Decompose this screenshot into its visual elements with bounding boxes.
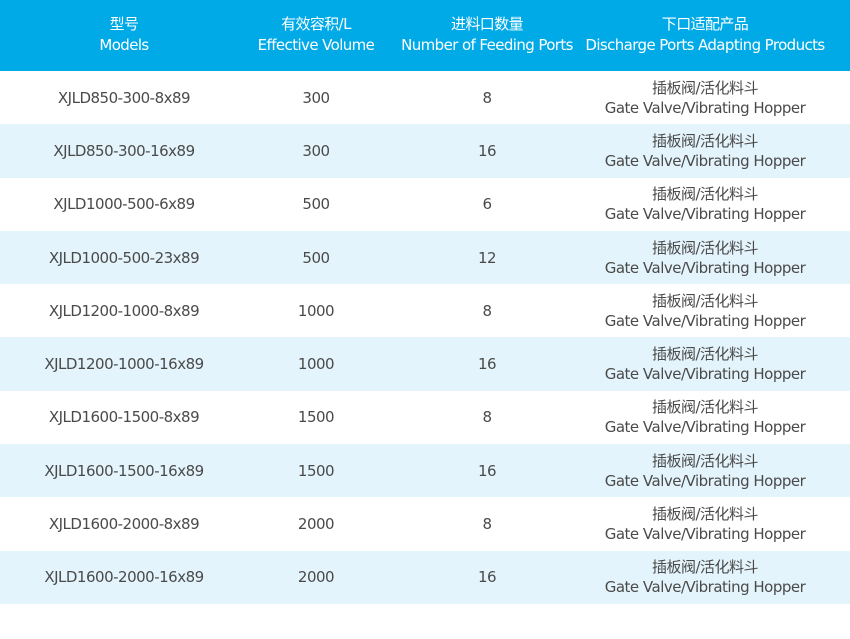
table-row: XJLD1600-2000-16x89 2000 16 插板阀/活化料斗 Gat… (0, 550, 850, 604)
header-zh: 有效容积/L (281, 15, 351, 33)
table-row: XJLD1600-1500-16x89 1500 16 插板阀/活化料斗 Gat… (0, 444, 850, 498)
ports-cell: 16 (477, 461, 497, 480)
ports-cell: 8 (482, 515, 492, 534)
model-cell: XJLD1600-2000-16x89 (44, 568, 204, 587)
product-en: Gate Valve/Vibrating Hopper (604, 525, 806, 544)
volume-cell: 500 (302, 248, 330, 267)
header-zh: 下口适配产品 (661, 15, 749, 33)
product-cell: 插板阀/活化料斗 Gate Valve/Vibrating Hopper (605, 397, 806, 437)
volume-cell: 2000 (297, 515, 335, 534)
header-discharge-products: 下口适配产品 Discharge Ports Adapting Products (585, 14, 825, 56)
product-zh: 插板阀/活化料斗 (651, 451, 759, 470)
header-feeding-ports: 进料口数量 Number of Feeding Ports (401, 14, 573, 56)
product-zh: 插板阀/活化料斗 (651, 185, 759, 204)
product-zh: 插板阀/活化料斗 (651, 131, 759, 150)
header-models: 型号 Models (99, 14, 149, 56)
product-zh: 插板阀/活化料斗 (651, 291, 759, 310)
ports-cell: 16 (477, 568, 497, 587)
volume-cell: 300 (302, 141, 330, 160)
header-en: Number of Feeding Ports (401, 36, 573, 54)
table-row: XJLD850-300-8x89 300 8 插板阀/活化料斗 Gate Val… (0, 71, 850, 124)
model-cell: XJLD1000-500-23x89 (48, 248, 200, 267)
product-cell: 插板阀/活化料斗 Gate Valve/Vibrating Hopper (605, 557, 806, 597)
table-row: XJLD1600-1500-8x89 1500 8 插板阀/活化料斗 Gate … (0, 391, 850, 444)
table-row: XJLD1000-500-23x89 500 12 插板阀/活化料斗 Gate … (0, 230, 850, 285)
product-zh: 插板阀/活化料斗 (651, 558, 759, 577)
table-body: XJLD850-300-8x89 300 8 插板阀/活化料斗 Gate Val… (0, 71, 850, 604)
ports-cell: 12 (477, 248, 497, 267)
product-cell: 插板阀/活化料斗 Gate Valve/Vibrating Hopper (605, 131, 806, 171)
ports-cell: 8 (482, 301, 492, 320)
product-en: Gate Valve/Vibrating Hopper (604, 151, 806, 170)
header-volume: 有效容积/L Effective Volume (258, 14, 375, 56)
product-en: Gate Valve/Vibrating Hopper (604, 365, 806, 384)
product-en: Gate Valve/Vibrating Hopper (604, 311, 806, 330)
product-en: Gate Valve/Vibrating Hopper (604, 205, 806, 224)
table-row: XJLD1600-2000-8x89 2000 8 插板阀/活化料斗 Gate … (0, 497, 850, 550)
model-cell: XJLD1000-500-6x89 (53, 195, 195, 214)
product-zh: 插板阀/活化料斗 (651, 238, 759, 257)
product-en: Gate Valve/Vibrating Hopper (604, 578, 806, 597)
header-en: Discharge Ports Adapting Products (585, 36, 825, 54)
ports-cell: 8 (482, 88, 492, 107)
model-cell: XJLD850-300-8x89 (57, 88, 191, 107)
product-en: Gate Valve/Vibrating Hopper (604, 471, 806, 490)
volume-cell: 1000 (297, 355, 335, 374)
ports-cell: 16 (477, 141, 497, 160)
volume-cell: 2000 (297, 568, 335, 587)
product-cell: 插板阀/活化料斗 Gate Valve/Vibrating Hopper (605, 504, 806, 544)
product-zh: 插板阀/活化料斗 (651, 505, 759, 524)
table-row: XJLD1200-1000-16x89 1000 16 插板阀/活化料斗 Gat… (0, 337, 850, 391)
table-row: XJLD850-300-16x89 300 16 插板阀/活化料斗 Gate V… (0, 124, 850, 178)
header-zh: 型号 (109, 15, 139, 33)
ports-cell: 8 (482, 408, 492, 427)
product-cell: 插板阀/活化料斗 Gate Valve/Vibrating Hopper (605, 184, 806, 224)
ports-cell: 16 (477, 355, 497, 374)
product-cell: 插板阀/活化料斗 Gate Valve/Vibrating Hopper (605, 291, 806, 331)
volume-cell: 1000 (297, 301, 335, 320)
ports-cell: 6 (482, 195, 492, 214)
volume-cell: 1500 (297, 461, 335, 480)
model-cell: XJLD1200-1000-8x89 (48, 301, 200, 320)
product-cell: 插板阀/活化料斗 Gate Valve/Vibrating Hopper (605, 344, 806, 384)
table-row: XJLD1200-1000-8x89 1000 8 插板阀/活化料斗 Gate … (0, 284, 850, 337)
table-row: XJLD1000-500-6x89 500 6 插板阀/活化料斗 Gate Va… (0, 178, 850, 231)
model-cell: XJLD850-300-16x89 (53, 141, 195, 160)
product-en: Gate Valve/Vibrating Hopper (604, 418, 806, 437)
product-cell: 插板阀/活化料斗 Gate Valve/Vibrating Hopper (605, 451, 806, 491)
table-header: 型号 Models 有效容积/L Effective Volume 进料口数量 Num… (0, 0, 850, 71)
product-cell: 插板阀/活化料斗 Gate Valve/Vibrating Hopper (605, 78, 806, 118)
model-cell: XJLD1200-1000-16x89 (44, 355, 204, 374)
product-en: Gate Valve/Vibrating Hopper (604, 98, 806, 117)
product-zh: 插板阀/活化料斗 (651, 345, 759, 364)
product-zh: 插板阀/活化料斗 (651, 398, 759, 417)
header-zh: 进料口数量 (450, 15, 524, 33)
header-en: Models (99, 36, 149, 54)
product-cell: 插板阀/活化料斗 Gate Valve/Vibrating Hopper (605, 238, 806, 278)
volume-cell: 300 (302, 88, 330, 107)
model-cell: XJLD1600-1500-8x89 (48, 408, 200, 427)
model-cell: XJLD1600-2000-8x89 (48, 515, 200, 534)
product-en: Gate Valve/Vibrating Hopper (604, 258, 806, 277)
product-zh: 插板阀/活化料斗 (651, 78, 759, 97)
header-en: Effective Volume (257, 36, 375, 54)
volume-cell: 1500 (297, 408, 335, 427)
volume-cell: 500 (302, 195, 330, 214)
model-cell: XJLD1600-1500-16x89 (44, 461, 204, 480)
